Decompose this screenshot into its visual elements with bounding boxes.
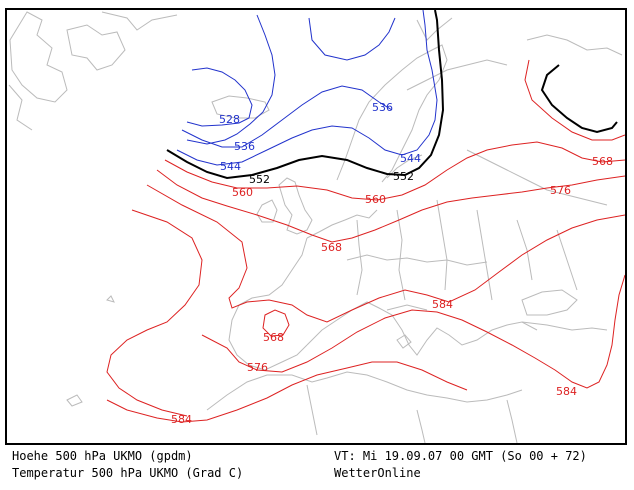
contour-568-ne: [524, 59, 625, 141]
weather-map: 528 536 536 544 544 552 552 560 560 568 …: [5, 8, 627, 445]
label-552-east: 552: [393, 170, 414, 183]
label-536-east: 536: [372, 101, 393, 114]
label-528: 528: [219, 113, 240, 126]
label-568-central: 568: [321, 241, 342, 254]
contour-544: [176, 10, 438, 166]
label-560: 560: [232, 186, 253, 199]
contour-584-inner: [201, 274, 625, 389]
contour-576: [146, 184, 625, 323]
label-568-east: 568: [592, 155, 613, 168]
contour-576-west: [106, 209, 203, 417]
contour-552: [166, 10, 618, 180]
coastlines: [8, 11, 623, 443]
contour-568-spain: [262, 309, 290, 337]
label-568-spain: 568: [263, 331, 284, 344]
label-584-central: 584: [432, 298, 453, 311]
label-576-east: 576: [550, 184, 571, 197]
contour-560: [164, 141, 625, 201]
label-536-west: 536: [234, 140, 255, 153]
label-544-east: 544: [400, 152, 421, 165]
contour-536-north: [308, 17, 396, 61]
caption-source: WetterOnline: [334, 466, 421, 480]
caption-valid-time: VT: Mi 19.09.07 00 GMT (So 00 + 72): [334, 449, 587, 463]
label-584-east: 584: [556, 385, 577, 398]
contour-584: [106, 361, 468, 423]
label-552-west: 552: [249, 173, 270, 186]
caption-temperature: Temperatur 500 hPa UKMO (Grad C): [12, 466, 244, 480]
temperature-contours: [106, 59, 625, 423]
contour-536: [181, 85, 393, 148]
height-contours: [176, 10, 438, 166]
label-560-east: 560: [365, 193, 386, 206]
contour-528-outer: [186, 14, 276, 145]
label-544-west: 544: [220, 160, 241, 173]
caption-height: Hoehe 500 hPa UKMO (gpdm): [12, 449, 193, 463]
contour-568: [156, 169, 625, 243]
map-canvas: 528 536 536 544 544 552 552 560 560 568 …: [8, 10, 625, 443]
contour-528: [186, 67, 253, 127]
label-576-south: 576: [247, 361, 268, 374]
label-584-south: 584: [171, 413, 192, 426]
